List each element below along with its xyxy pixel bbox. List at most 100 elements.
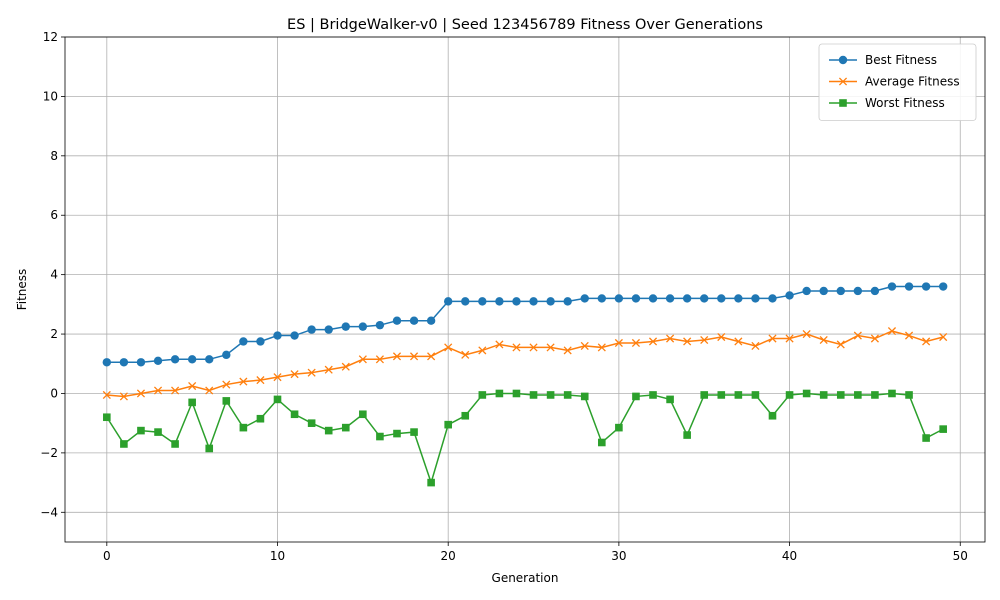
data-point-average-fitness [939,332,948,342]
data-point-average-fitness [717,332,726,342]
data-point-best-fitness [495,297,504,306]
data-point-best-fitness [153,356,163,365]
data-point-worst-fitness [563,391,572,399]
data-point-worst-fitness [461,411,470,420]
data-point-worst-fitness [888,389,896,398]
data-point-worst-fitness [495,389,504,398]
data-point-average-fitness [666,334,675,343]
series-layer [102,282,948,487]
data-point-average-fitness [153,386,163,395]
data-point-average-fitness [307,368,316,377]
data-point-average-fitness [324,365,333,374]
data-point-best-fitness [802,286,811,296]
data-point-best-fitness [887,282,897,291]
data-point-best-fitness [392,316,402,325]
data-point-average-fitness [683,337,692,346]
data-point-best-fitness [239,337,248,346]
data-point-best-fitness [938,282,948,291]
data-point-worst-fitness [922,434,930,442]
data-point-best-fitness [222,350,231,360]
data-point-worst-fitness [871,391,879,399]
data-point-best-fitness [529,297,538,306]
data-point-average-fitness [853,331,862,340]
data-point-average-fitness [205,386,214,395]
y-tick-label: 10 [43,89,58,103]
data-point-average-fitness [580,341,589,351]
data-point-worst-fitness [427,478,435,487]
data-point-best-fitness [375,320,385,330]
data-point-average-fitness [341,362,350,371]
y-tick-label: −2 [40,446,58,460]
data-point-best-fitness [665,294,675,303]
data-point-best-fitness [426,316,436,325]
data-point-best-fitness [563,297,572,306]
data-point-best-fitness [648,294,658,303]
y-tick-label: 12 [43,30,58,44]
data-point-average-fitness [461,350,470,359]
data-point-best-fitness [136,358,146,367]
series-best-fitness [102,282,948,367]
data-point-average-fitness [358,355,367,364]
data-point-average-fitness [819,335,828,345]
data-point-worst-fitness [836,391,845,399]
data-point-best-fitness [904,282,914,291]
legend-label: Average Fitness [865,75,960,89]
data-point-best-fitness [546,297,555,306]
data-point-average-fitness [870,334,879,343]
data-point-average-fitness [597,343,606,352]
legend-item-worst-fitness: Worst Fitness [829,96,945,110]
data-point-worst-fitness [410,428,418,436]
data-point-best-fitness [580,294,589,303]
x-axis-label: Generation [492,571,559,585]
series-line-best-fitness [106,285,944,364]
data-point-best-fitness [443,297,453,306]
data-point-worst-fitness [393,429,401,438]
data-point-average-fitness [290,370,299,379]
x-tick-label: 10 [270,549,285,563]
data-point-worst-fitness [478,391,487,399]
data-point-worst-fitness [171,440,179,448]
data-point-average-fitness [136,389,146,398]
series-average-fitness [102,327,948,401]
data-point-worst-fitness [290,410,299,419]
series-line-average-fitness [106,330,944,398]
data-point-best-fitness [170,355,180,364]
legend-item-best-fitness: Best Fitness [829,53,937,67]
data-point-average-fitness [751,341,760,351]
data-point-best-fitness [870,286,880,296]
data-point-average-fitness [256,376,265,385]
data-point-average-fitness [512,343,521,352]
x-tick-label: 50 [953,549,968,563]
data-point-best-fitness [819,286,828,296]
data-point-worst-fitness [854,391,862,399]
data-point-average-fitness [102,390,111,400]
data-point-worst-fitness [734,391,743,399]
chart-title: ES | BridgeWalker-v0 | Seed 123456789 Fi… [287,17,763,33]
data-point-average-fitness [409,352,419,361]
data-point-best-fitness [717,294,726,303]
data-point-average-fitness [478,346,487,355]
data-point-worst-fitness [512,389,521,398]
data-point-average-fitness [768,334,777,343]
data-point-average-fitness [273,373,282,382]
data-point-worst-fitness [717,391,726,399]
data-point-best-fitness [119,358,129,367]
data-point-best-fitness [187,355,197,364]
data-point-worst-fitness [649,391,657,399]
data-point-best-fitness [409,316,419,325]
data-point-worst-fitness [376,432,384,441]
data-point-best-fitness [358,322,368,331]
data-point-average-fitness [631,338,641,348]
data-point-worst-fitness [819,391,828,399]
data-point-best-fitness [341,322,350,331]
data-point-best-fitness [614,294,624,303]
x-tick-label: 0 [103,549,111,563]
data-point-best-fitness [478,297,487,306]
data-point-worst-fitness [939,425,947,433]
data-point-worst-fitness [341,423,350,432]
data-point-worst-fitness [359,410,367,419]
data-point-best-fitness [682,294,692,303]
data-point-worst-fitness [103,413,111,422]
data-point-worst-fitness [632,392,640,401]
